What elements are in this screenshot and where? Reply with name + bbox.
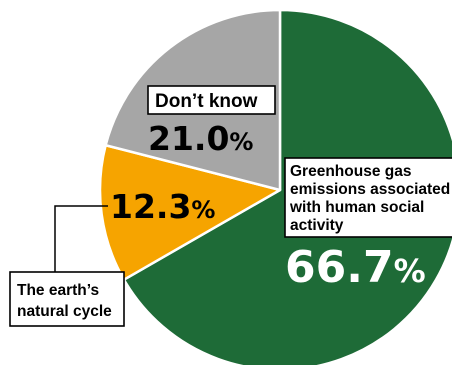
slice-value-unit: % xyxy=(191,196,215,224)
slice-label-text: Don’t know xyxy=(155,91,258,112)
slice-label-line: with human social xyxy=(289,199,424,216)
slice-label-line: Don’t know xyxy=(155,91,258,112)
slice-label-natural-cycle: The earth’s natural cycle xyxy=(9,271,125,327)
slice-value-number: 21.0 xyxy=(148,119,229,158)
slice-label-dont-know: Don’t know xyxy=(147,85,276,115)
slice-value-unit: % xyxy=(394,252,426,290)
slice-value-number: 66.7 xyxy=(285,242,394,293)
slice-value-natural-cycle: 12.3% xyxy=(110,187,215,226)
slice-label-line: activity xyxy=(290,217,344,234)
slice-label-line: The earth’s xyxy=(17,282,99,299)
slice-label-text: Greenhouse gas emissions associated with… xyxy=(289,163,452,234)
slice-value-greenhouse: 66.7% xyxy=(285,242,426,293)
slice-label-line: natural cycle xyxy=(17,303,112,320)
slice-value-dont-know: 21.0% xyxy=(148,119,253,158)
slice-label-line: emissions associated xyxy=(290,181,450,198)
slice-label-text: The earth’s natural cycle xyxy=(17,282,112,320)
slice-value-number: 12.3 xyxy=(110,187,191,226)
slice-label-greenhouse: Greenhouse gas emissions associated with… xyxy=(284,157,452,238)
leader-line-natural-cycle xyxy=(54,205,108,272)
label-box-dont-know xyxy=(147,85,276,115)
label-box-greenhouse xyxy=(284,157,452,238)
slice-value-unit: % xyxy=(229,128,253,156)
label-box-natural-cycle xyxy=(9,271,125,327)
slice-label-line: Greenhouse gas xyxy=(290,163,411,180)
